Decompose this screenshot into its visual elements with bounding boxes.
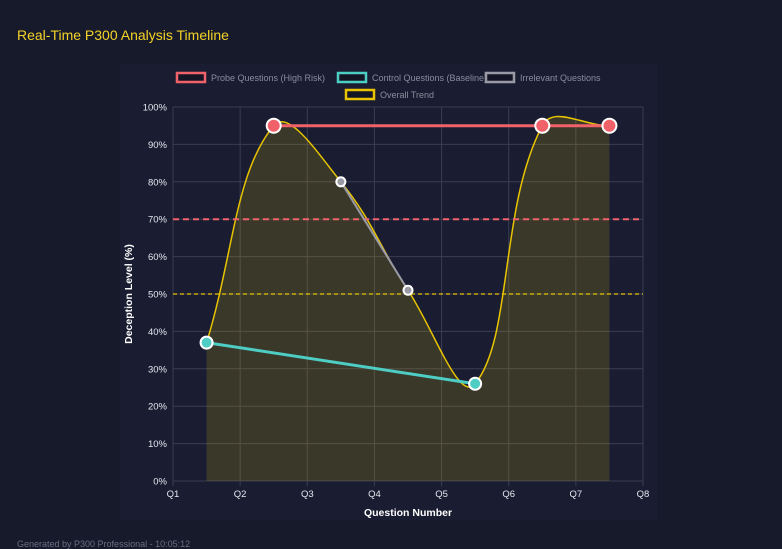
footer-text: Generated by P300 Professional - 10:05:1… [17, 539, 191, 549]
legend-label-control: Control Questions (Baseline) [372, 73, 487, 83]
x-tick-label: Q2 [234, 489, 247, 500]
x-tick-label: Q7 [570, 489, 583, 500]
y-tick-label: 70% [148, 215, 168, 226]
y-tick-label: 60% [148, 252, 168, 263]
legend-swatch-control [336, 71, 368, 84]
x-tick-label: Q5 [435, 489, 448, 500]
irrelevant-data-point [402, 284, 414, 296]
timeline-chart: 0% 10% 20% 30% 40% 50% 60% 70% 80% 90% 100% Q1 Q2 Q3 Q… [123, 71, 650, 519]
probe-data-point [534, 117, 551, 134]
legend-label-probe: Probe Questions (High Risk) [211, 73, 325, 83]
probe-data-point [265, 117, 282, 134]
irrelevant-series-line [340, 181, 409, 291]
y-tick-label: 50% [148, 290, 168, 301]
y-tick-label: 20% [148, 402, 168, 413]
y-tick-label: 80% [148, 177, 168, 188]
legend-swatch-probe [175, 71, 207, 84]
trend-fill-area [206, 116, 610, 481]
legend-label-trend: Overall Trend [380, 90, 434, 100]
y-tick-label: 90% [148, 140, 168, 151]
page-title: Real-Time P300 Analysis Timeline [17, 27, 229, 43]
x-tick-label: Q3 [301, 489, 314, 500]
y-tick-label: 40% [148, 327, 168, 338]
x-tick-label: Q1 [167, 489, 180, 500]
x-tick-label: Q8 [637, 489, 650, 500]
x-tick-label: Q6 [502, 489, 515, 500]
x-axis-title: Question Number [364, 507, 452, 519]
probe-data-point [601, 117, 618, 134]
control-series-line [206, 341, 476, 386]
y-tick-label: 100% [143, 103, 168, 114]
chart-panel: 0% 10% 20% 30% 40% 50% 60% 70% 80% 90% 100% Q1 Q2 Q3 Q… [120, 64, 657, 520]
y-tick-label: 10% [148, 439, 168, 450]
legend-swatch-irrelevant [484, 71, 516, 84]
legend-label-irrelevant: Irrelevant Questions [520, 73, 601, 83]
control-data-point [199, 335, 214, 350]
legend-swatch-trend [344, 88, 376, 101]
control-data-point [468, 376, 483, 391]
x-tick-label: Q4 [368, 489, 381, 500]
irrelevant-data-point [335, 176, 347, 188]
y-tick-label: 0% [153, 477, 167, 488]
y-axis-title: Deception Level (%) [123, 244, 135, 344]
y-tick-label: 30% [148, 364, 168, 375]
